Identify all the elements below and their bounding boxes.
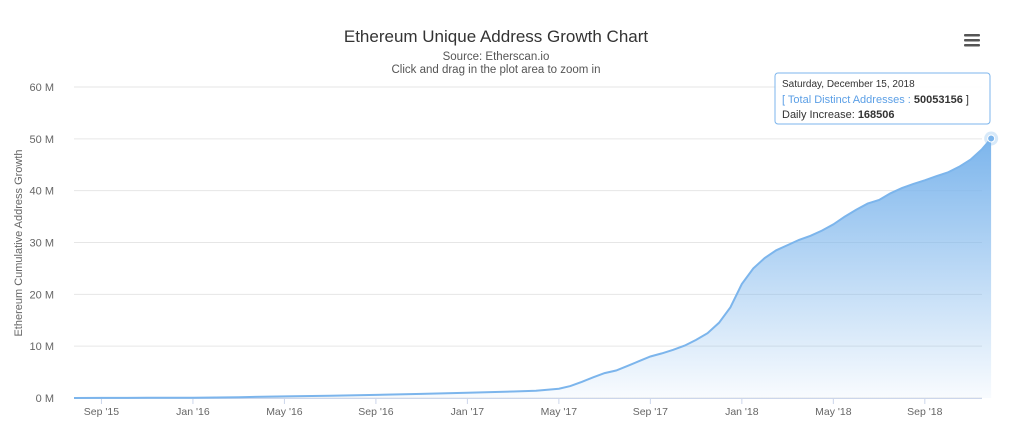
y-axis-label: Ethereum Cumulative Address Growth bbox=[13, 149, 25, 336]
chart-subtitle: Source: Etherscan.io bbox=[443, 51, 550, 63]
tooltip-total-value: 50053156 bbox=[914, 94, 963, 106]
zoom-hint: Click and drag in the plot area to zoom … bbox=[391, 64, 600, 76]
x-tick-label: Sep '18 bbox=[907, 406, 942, 418]
y-tick-label: 30 M bbox=[30, 238, 54, 250]
hamburger-menu-icon[interactable] bbox=[964, 34, 980, 47]
x-tick-label: Jan '17 bbox=[451, 406, 485, 418]
series-line[interactable] bbox=[73, 137, 992, 399]
tooltip-series-label: Total Distinct Addresses bbox=[788, 94, 905, 106]
x-tick-label: Sep '17 bbox=[633, 406, 668, 418]
tooltip-box bbox=[774, 72, 991, 125]
tooltip-date: Saturday, December 15, 2018 bbox=[782, 79, 915, 90]
y-axis-ticks: 0 M 10 M 20 M 30 M 40 M 50 M 60 M bbox=[30, 82, 54, 405]
series-area[interactable] bbox=[73, 131, 999, 399]
chart-title: Ethereum Unique Address Growth Chart bbox=[344, 27, 649, 46]
series-area-fill bbox=[74, 138, 992, 398]
y-tick-label: 50 M bbox=[30, 134, 54, 146]
tooltip-total: [ Total Distinct Addresses : 50053156 ] bbox=[782, 94, 969, 106]
x-tick-label: Jan '18 bbox=[725, 406, 759, 418]
tooltip-daily-value: 168506 bbox=[858, 109, 895, 121]
x-tick-label: May '18 bbox=[815, 406, 852, 418]
gridlines bbox=[74, 86, 982, 399]
x-tick-label: Sep '16 bbox=[358, 406, 393, 418]
x-tick-label: Sep '15 bbox=[84, 406, 119, 418]
highlight-point[interactable] bbox=[987, 134, 996, 143]
y-tick-label: 40 M bbox=[30, 186, 54, 198]
x-tick-label: May '17 bbox=[541, 406, 578, 418]
tooltip-daily: Daily Increase: 168506 bbox=[782, 109, 895, 121]
y-tick-label: 10 M bbox=[30, 341, 54, 353]
x-tick-label: Jan '16 bbox=[176, 406, 210, 418]
y-tick-label: 0 M bbox=[36, 393, 54, 405]
y-tick-label: 20 M bbox=[30, 289, 54, 301]
y-tick-label: 60 M bbox=[30, 82, 54, 94]
x-axis-ticks: Sep '15 Jan '16 May '16 Sep '16 Jan '17 May '… bbox=[74, 398, 982, 418]
x-tick-label: May '16 bbox=[266, 406, 303, 418]
tooltip: Saturday, December 15, 2018 [ Total Disti… bbox=[774, 72, 991, 125]
tooltip-daily-label: Daily Increase: bbox=[782, 109, 858, 121]
